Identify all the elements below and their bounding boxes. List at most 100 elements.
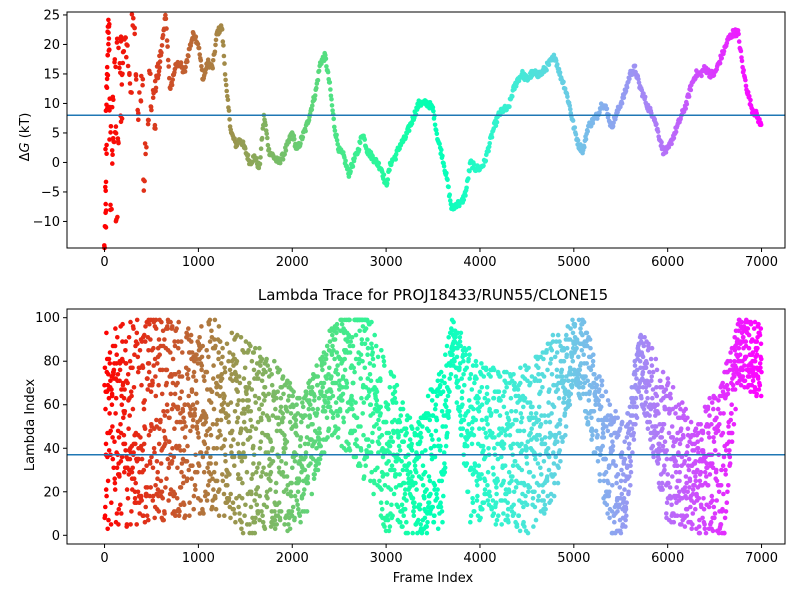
lambda-point [448, 372, 454, 377]
lambda-point [481, 426, 486, 432]
lambda-point [163, 485, 168, 490]
lambda-point [302, 487, 307, 492]
lambda-point [133, 441, 138, 447]
lambda-point [159, 319, 164, 325]
delta-g-point [298, 141, 303, 146]
lambda-point [226, 413, 231, 418]
lambda-point [431, 519, 437, 525]
lambda-point [564, 332, 569, 338]
lambda-point [423, 448, 428, 453]
lambda-point [214, 478, 220, 484]
lambda-point [501, 441, 507, 447]
lambda-point [631, 400, 637, 405]
lambda-point [393, 400, 399, 405]
lambda-point [724, 382, 730, 388]
lambda-point [720, 380, 725, 386]
lambda-point [665, 380, 671, 386]
lambda-point [338, 328, 343, 334]
lambda-point [554, 350, 560, 355]
lambda-point [416, 454, 422, 460]
lambda-point [429, 432, 434, 438]
lambda-point [256, 369, 262, 375]
x-tick-label: 2000 [276, 255, 309, 270]
delta-g-point [329, 103, 335, 108]
lambda-point [494, 491, 499, 497]
lambda-point [330, 411, 336, 416]
lambda-point [189, 389, 195, 395]
delta-g-point [437, 141, 442, 147]
lambda-point [227, 472, 232, 477]
delta-g-point [264, 131, 270, 136]
delta-g-point [133, 77, 139, 82]
lambda-point [519, 467, 525, 473]
lambda-point [354, 437, 359, 442]
lambda-point [548, 361, 553, 366]
lambda-point [153, 483, 158, 488]
delta-g-point [120, 60, 126, 66]
lambda-point [383, 419, 389, 425]
lambda-point [581, 352, 586, 358]
lambda-point [525, 530, 531, 536]
lambda-point [417, 439, 423, 445]
delta-g-point [282, 151, 288, 157]
lambda-point [568, 326, 573, 331]
lambda-point [150, 380, 155, 386]
lambda-point [361, 400, 367, 405]
lambda-point [716, 530, 722, 536]
delta-g-point [546, 62, 552, 67]
lambda-point [386, 528, 392, 534]
lambda-point [194, 356, 199, 362]
x-axis-label: Frame Index [393, 571, 474, 586]
lambda-point [624, 500, 629, 506]
lambda-point [667, 485, 673, 490]
lambda-point [580, 332, 585, 338]
lambda-point [512, 459, 518, 464]
lambda-point [671, 443, 676, 449]
lambda-point [260, 519, 266, 525]
lambda-point [236, 398, 242, 403]
lambda-point [321, 404, 326, 410]
delta-g-point [686, 94, 692, 99]
lambda-point [322, 393, 328, 399]
lambda-point [308, 402, 313, 408]
delta-g-point [222, 72, 228, 77]
lambda-point [172, 426, 177, 432]
lambda-point [334, 326, 340, 331]
delta-g-point [141, 177, 146, 182]
lambda-point [290, 465, 295, 471]
lambda-point [335, 363, 340, 368]
lambda-point [679, 522, 684, 527]
lambda-point [444, 404, 449, 410]
lambda-point [369, 469, 375, 475]
lambda-point [491, 472, 496, 477]
lambda-point [429, 398, 435, 403]
delta-g-point [642, 94, 648, 100]
lambda-point [441, 493, 446, 499]
lambda-point [725, 387, 731, 392]
delta-g-point [434, 131, 440, 137]
lambda-point [438, 504, 444, 510]
lambda-point [139, 382, 144, 388]
delta-g-point [124, 42, 129, 47]
lambda-point [157, 352, 162, 358]
delta-g-point [636, 76, 641, 82]
lambda-point [475, 493, 480, 499]
lambda-point [543, 506, 548, 512]
delta-g-point [683, 106, 688, 111]
lambda-point [153, 374, 158, 379]
lambda-point [281, 391, 286, 397]
lambda-point [303, 454, 308, 460]
lambda-point [247, 435, 253, 440]
lambda-point [159, 489, 165, 495]
lambda-point [108, 428, 113, 434]
lambda-point [211, 487, 216, 492]
lambda-point [340, 391, 346, 397]
lambda-point [477, 389, 483, 395]
lambda-point [210, 476, 215, 482]
delta-g-point [610, 123, 616, 129]
lambda-point [649, 363, 655, 368]
lambda-point [365, 345, 371, 351]
lambda-point [315, 406, 321, 412]
lambda-point [235, 332, 240, 338]
lambda-point [457, 409, 462, 414]
